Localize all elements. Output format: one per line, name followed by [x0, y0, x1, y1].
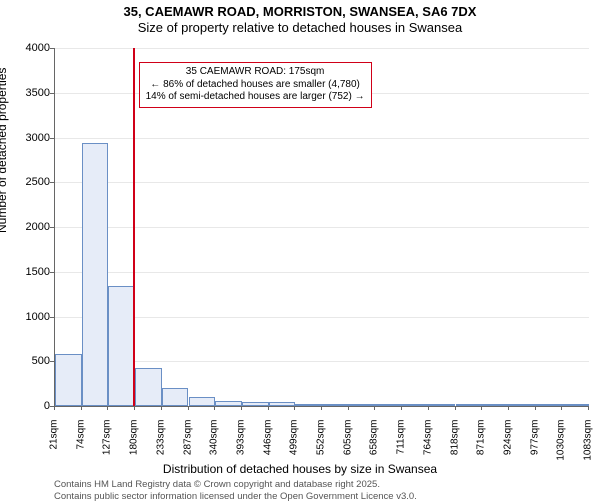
ytick-label: 1000: [10, 311, 50, 323]
ytick-mark: [50, 93, 54, 94]
gridline: [55, 138, 589, 139]
xtick-mark: [535, 406, 536, 410]
annotation-line3: 14% of semi-detached houses are larger (…: [146, 91, 365, 104]
xtick-mark: [561, 406, 562, 410]
annotation-line1: 35 CAEMAWR ROAD: 175sqm: [146, 66, 365, 79]
ytick-label: 3500: [10, 87, 50, 99]
histogram-bar: [349, 404, 376, 406]
histogram-bar: [108, 286, 135, 406]
histogram-bar: [509, 404, 536, 406]
ytick-mark: [50, 48, 54, 49]
histogram-bar: [55, 354, 82, 406]
histogram-bar: [456, 404, 483, 406]
footer: Contains HM Land Registry data © Crown c…: [54, 479, 417, 502]
y-axis-label: Number of detached properties: [0, 68, 9, 233]
gridline: [55, 272, 589, 273]
histogram-bar: [562, 404, 589, 406]
histogram-bar: [189, 397, 216, 406]
xtick-mark: [508, 406, 509, 410]
gridline: [55, 227, 589, 228]
histogram-bar: [536, 404, 563, 406]
gridline: [55, 182, 589, 183]
xtick-mark: [54, 406, 55, 410]
annotation-line2: ← 86% of detached houses are smaller (4,…: [146, 79, 365, 92]
footer-line2: Contains public sector information licen…: [54, 491, 417, 502]
histogram-bar: [162, 388, 189, 406]
xtick-mark: [161, 406, 162, 410]
xtick-mark: [321, 406, 322, 410]
xtick-mark: [134, 406, 135, 410]
ytick-label: 1500: [10, 266, 50, 278]
xtick-mark: [374, 406, 375, 410]
histogram-bar: [402, 404, 429, 406]
annotation-box: 35 CAEMAWR ROAD: 175sqm ← 86% of detache…: [139, 62, 372, 108]
ytick-mark: [50, 138, 54, 139]
ytick-label: 4000: [10, 42, 50, 54]
xtick-mark: [214, 406, 215, 410]
xtick-mark: [188, 406, 189, 410]
ytick-label: 500: [10, 355, 50, 367]
xtick-mark: [428, 406, 429, 410]
xtick-mark: [241, 406, 242, 410]
ytick-label: 2000: [10, 221, 50, 233]
xtick-mark: [107, 406, 108, 410]
histogram-bar: [135, 368, 162, 406]
xtick-mark: [81, 406, 82, 410]
ytick-mark: [50, 317, 54, 318]
xtick-mark: [268, 406, 269, 410]
histogram-bar: [269, 402, 296, 406]
footer-line1: Contains HM Land Registry data © Crown c…: [54, 479, 417, 490]
histogram-bar: [482, 404, 509, 406]
title-line1: 35, CAEMAWR ROAD, MORRISTON, SWANSEA, SA…: [0, 4, 600, 19]
histogram-bar: [322, 404, 349, 406]
xtick-mark: [348, 406, 349, 410]
ytick-label: 0: [10, 400, 50, 412]
ytick-mark: [50, 227, 54, 228]
histogram-bar: [375, 404, 402, 406]
gridline: [55, 361, 589, 362]
histogram-bar: [82, 143, 109, 406]
gridline: [55, 48, 589, 49]
gridline: [55, 317, 589, 318]
xtick-mark: [455, 406, 456, 410]
histogram-bar: [295, 404, 322, 407]
histogram-bar: [215, 401, 242, 406]
ytick-label: 2500: [10, 176, 50, 188]
xtick-mark: [294, 406, 295, 410]
ytick-mark: [50, 361, 54, 362]
xtick-mark: [481, 406, 482, 410]
histogram-bar: [242, 402, 269, 406]
xtick-mark: [401, 406, 402, 410]
x-axis-label: Distribution of detached houses by size …: [0, 462, 600, 476]
title-line2: Size of property relative to detached ho…: [0, 20, 600, 35]
ytick-mark: [50, 182, 54, 183]
ytick-label: 3000: [10, 132, 50, 144]
reference-line: [133, 48, 135, 406]
xtick-mark: [588, 406, 589, 410]
histogram-bar: [429, 404, 456, 406]
ytick-mark: [50, 272, 54, 273]
histogram-chart: 35 CAEMAWR ROAD: 175sqm ← 86% of detache…: [54, 48, 589, 407]
